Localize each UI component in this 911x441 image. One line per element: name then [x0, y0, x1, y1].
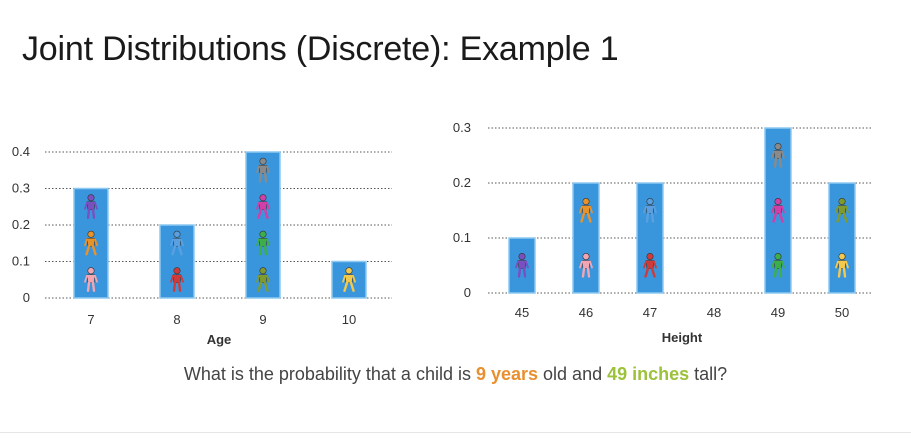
y-tick-label: 0.1 [12, 254, 30, 269]
x-tick-label: 47 [643, 305, 657, 320]
y-tick-label: 0.3 [453, 120, 471, 135]
magenta-walker-icon [771, 198, 785, 223]
pink-girl-icon [84, 267, 98, 292]
red-runner-icon [643, 253, 657, 278]
question-age-highlight: 9 years [475, 364, 539, 384]
x-tick-label: 8 [173, 312, 180, 327]
footer-divider [0, 432, 911, 433]
orange-runner-icon [84, 230, 98, 256]
blue-runner-icon [643, 198, 657, 223]
green-walker-icon [256, 230, 270, 256]
x-tick-label: 7 [87, 312, 94, 327]
slide-title: Joint Distributions (Discrete): Example … [22, 30, 619, 68]
red-runner-icon [170, 267, 184, 292]
purple-child-icon [515, 253, 529, 278]
x-tick-label: 45 [515, 305, 529, 320]
orange-runner-icon [579, 198, 593, 223]
olive-walker-icon [256, 267, 270, 292]
gray-walker-icon [256, 157, 270, 183]
purple-child-icon [84, 194, 98, 219]
y-tick-label: 0.1 [453, 230, 471, 245]
magenta-walker-icon [256, 194, 270, 219]
question-height-highlight: 49 inches [607, 364, 690, 384]
x-tick-label: 46 [579, 305, 593, 320]
x-tick-label: 48 [707, 305, 721, 320]
question-mid: old and [538, 364, 608, 384]
question-text: What is the probability that a child is … [0, 364, 911, 385]
x-axis-title: Age [207, 332, 232, 347]
gray-walker-icon [771, 143, 785, 168]
y-tick-label: 0 [464, 285, 471, 300]
y-tick-label: 0 [23, 290, 30, 305]
x-tick-label: 49 [771, 305, 785, 320]
y-tick-label: 0.4 [12, 144, 30, 159]
yellow-child-icon [342, 267, 356, 292]
y-tick-label: 0.2 [12, 217, 30, 232]
x-tick-label: 9 [259, 312, 266, 327]
x-axis-title: Height [662, 330, 703, 345]
pink-girl-icon [579, 253, 593, 278]
y-tick-label: 0.3 [12, 181, 30, 196]
green-walker-icon [771, 253, 785, 278]
y-tick-label: 0.2 [453, 175, 471, 190]
question-suffix: tall? [689, 364, 728, 384]
x-tick-label: 50 [835, 305, 849, 320]
olive-walker-icon [835, 198, 849, 223]
question-prefix: What is the probability that a child is [183, 364, 476, 384]
blue-runner-icon [170, 230, 184, 256]
x-tick-label: 10 [342, 312, 356, 327]
yellow-child-icon [835, 253, 849, 278]
